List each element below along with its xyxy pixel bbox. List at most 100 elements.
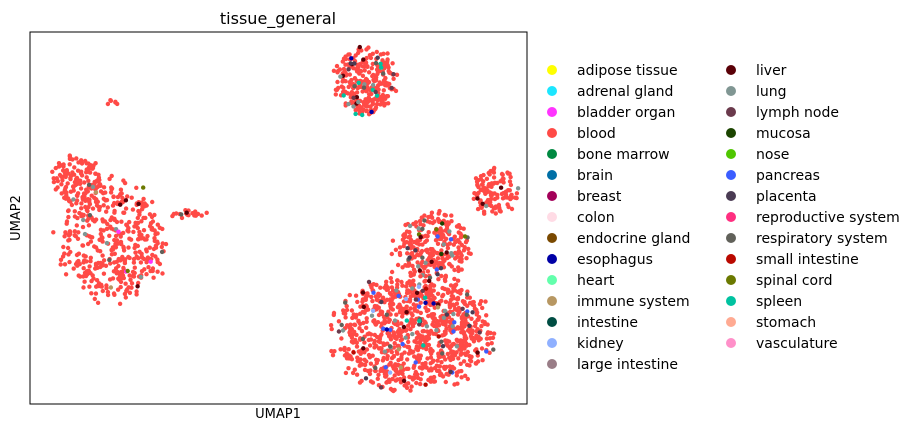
point-blood (406, 351, 412, 356)
point-blood (71, 188, 76, 193)
point-blood (125, 228, 130, 233)
point-blood (341, 311, 346, 316)
legend-marker (547, 254, 557, 264)
point-blood (507, 179, 513, 184)
point-blood (136, 256, 141, 261)
point-blood (352, 329, 357, 334)
point-blood (493, 211, 498, 216)
point-blood (400, 237, 406, 242)
point-blood (405, 357, 410, 362)
point-blood (438, 314, 443, 320)
legend-entry-small-intestine: small intestine (726, 252, 859, 268)
point-blood (364, 359, 369, 364)
point-placenta (448, 369, 453, 375)
point-respiratory-system (87, 213, 93, 218)
point-blood (475, 183, 480, 188)
point-blood (402, 240, 407, 246)
point-blood (135, 243, 140, 249)
point-lung (346, 101, 351, 107)
legend-marker (547, 149, 557, 159)
point-spleen (378, 61, 383, 66)
point-blood (360, 73, 366, 79)
point-blood (384, 373, 389, 378)
point-respiratory-system (352, 84, 357, 89)
point-blood (144, 203, 149, 208)
point-blood (141, 196, 146, 202)
point-blood (454, 373, 459, 378)
point-blood (443, 278, 448, 284)
point-blood (355, 299, 360, 305)
point-blood (401, 361, 406, 366)
point-blood (431, 283, 437, 288)
point-lymph-node (346, 67, 351, 72)
point-blood (491, 175, 497, 180)
point-blood (348, 325, 353, 330)
point-blood (344, 351, 349, 356)
point-blood (372, 303, 378, 309)
point-pancreas (416, 304, 422, 309)
point-blood (430, 348, 435, 354)
point-blood (357, 380, 363, 385)
point-blood (152, 212, 157, 218)
point-placenta (352, 61, 357, 66)
legend-label: brain (577, 168, 613, 184)
point-spleen (417, 318, 422, 324)
point-placenta (405, 246, 410, 251)
point-blood (75, 215, 80, 221)
point-blood (456, 245, 461, 250)
point-blood (412, 306, 417, 311)
point-blood (368, 379, 374, 384)
point-liver (135, 284, 140, 289)
point-blood (127, 219, 132, 225)
point-blood (380, 295, 386, 300)
point-blood (459, 330, 464, 335)
point-blood (426, 377, 431, 383)
point-blood (329, 326, 334, 332)
point-blood (93, 291, 99, 296)
point-blood (160, 241, 165, 246)
point-blood (387, 291, 393, 296)
point-blood (492, 165, 497, 171)
point-blood (81, 274, 86, 279)
point-lung (410, 331, 415, 337)
point-blood (465, 376, 470, 382)
point-blood (334, 63, 340, 69)
point-blood (427, 290, 433, 295)
point-blood (453, 256, 458, 261)
point-lung (382, 349, 388, 354)
point-blood (398, 333, 403, 339)
legend-label: intestine (577, 315, 638, 331)
point-liver (401, 324, 407, 330)
point-blood (90, 164, 95, 169)
point-blood (378, 368, 383, 374)
point-blood (398, 338, 403, 343)
point-blood (370, 298, 375, 304)
point-blood (64, 170, 69, 175)
point-blood (487, 190, 493, 195)
point-blood (389, 251, 394, 257)
point-blood (67, 259, 72, 265)
point-blood (118, 279, 124, 285)
legend-label: adipose tissue (577, 63, 678, 79)
point-blood (390, 61, 395, 66)
point-blood (354, 90, 360, 95)
point-blood (103, 190, 108, 195)
legend-marker (547, 128, 557, 138)
point-blood (343, 370, 349, 376)
point-blood (394, 72, 400, 78)
point-blood (108, 217, 113, 223)
point-blood (408, 388, 413, 393)
legend-entry-liver: liver (726, 63, 787, 79)
point-blood (94, 278, 100, 283)
point-blood (80, 194, 85, 200)
point-blood (87, 264, 92, 269)
point-blood (420, 329, 425, 334)
point-blood (395, 351, 400, 356)
point-blood (439, 273, 444, 279)
point-blood (81, 212, 86, 218)
point-blood (455, 278, 461, 283)
point-blood (476, 334, 481, 340)
point-blood (456, 356, 461, 361)
point-respiratory-system (373, 60, 379, 66)
point-blood (127, 290, 133, 295)
